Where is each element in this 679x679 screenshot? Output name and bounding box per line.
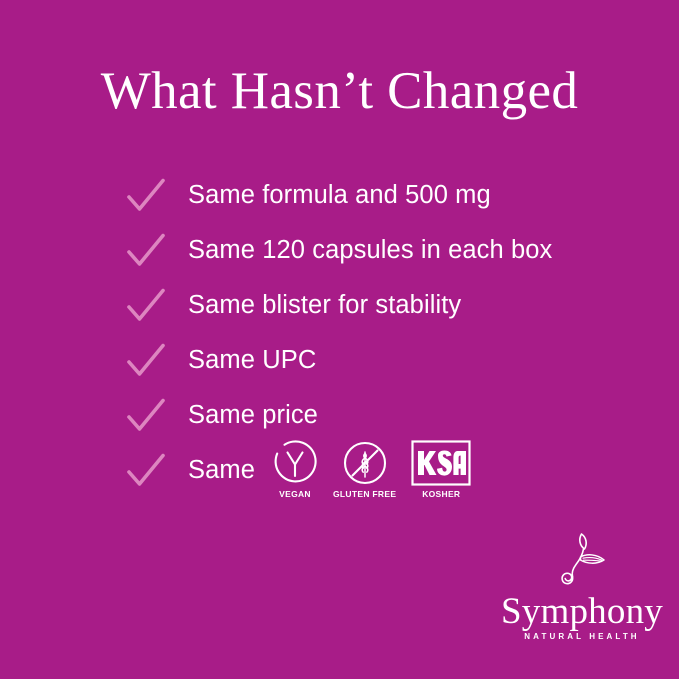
badge-caption: GLUTEN FREE — [333, 489, 397, 500]
vegan-y-circle-icon — [271, 439, 319, 487]
list-item: Same 120 capsules in each box — [126, 223, 626, 278]
checkmark-icon — [126, 176, 166, 216]
badge-gluten-free: GLUTEN FREE — [333, 439, 396, 499]
list-item-label: Same — [188, 455, 256, 484]
checklist: Same formula and 500 mg Same 120 capsule… — [126, 168, 626, 498]
badge-caption: VEGAN — [279, 489, 311, 500]
list-item: Same formula and 500 mg — [126, 168, 626, 223]
list-item: Same price — [126, 388, 626, 443]
list-item-label: Same formula and 500 mg — [188, 180, 491, 209]
brand-logo: Symphony NATURAL HEALTH — [501, 530, 663, 641]
checkmark-icon — [126, 451, 166, 491]
checkmark-icon — [126, 231, 166, 271]
badge-kosher: KOSHER — [410, 439, 472, 499]
badge-caption: KOSHER — [422, 489, 461, 500]
wheat-slash-circle-icon — [341, 439, 389, 487]
logo-wordmark: Symphony — [501, 591, 663, 633]
leaf-spiral-ornament-icon — [554, 530, 610, 592]
checkmark-icon — [126, 396, 166, 436]
badge-vegan: VEGAN — [271, 439, 319, 499]
page-title: What Hasn’t Changed — [100, 62, 579, 120]
ksa-box-icon — [410, 439, 472, 487]
certification-badges: VEGAN — [271, 439, 472, 499]
list-item-label: Same price — [188, 400, 318, 429]
list-item-label: Same 120 capsules in each box — [188, 235, 553, 264]
list-item: Same UPC — [126, 333, 626, 388]
list-item: Same blister for stability — [126, 278, 626, 333]
checkmark-icon — [126, 341, 166, 381]
list-item-label: Same UPC — [188, 345, 317, 374]
list-item-label: Same blister for stability — [188, 290, 462, 319]
logo-tagline: NATURAL HEALTH — [524, 632, 640, 641]
checkmark-icon — [126, 286, 166, 326]
list-item-certifications: Same VEGAN — [126, 440, 626, 498]
